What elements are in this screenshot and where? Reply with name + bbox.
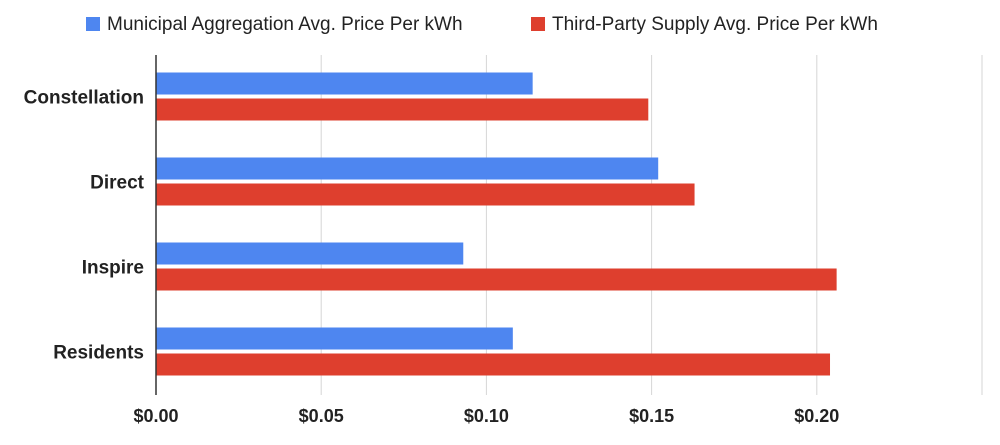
x-tick-label: $0.10 [464, 406, 509, 426]
legend-label: Third-Party Supply Avg. Price Per kWh [552, 14, 878, 35]
x-tick-label: $0.15 [629, 406, 674, 426]
category-label: Residents [53, 343, 144, 364]
category-labels: Constellation Direct Inspire Residents [24, 88, 145, 364]
bar-third-party-inspire [156, 268, 837, 291]
bar-third-party-residents [156, 353, 831, 376]
bar-third-party-direct [156, 183, 695, 206]
x-tick-label: $0.00 [133, 406, 178, 426]
category-label: Direct [90, 173, 145, 194]
x-axis-tick-labels: $0.00 $0.05 $0.10 $0.15 $0.20 [133, 406, 839, 426]
bar-municipal-residents [156, 327, 513, 350]
bar-municipal-direct [156, 157, 659, 180]
legend-swatch [531, 17, 545, 31]
legend-item: Third-Party Supply Avg. Price Per kWh [531, 14, 878, 35]
bar-third-party-constellation [156, 98, 649, 121]
bar-municipal-constellation [156, 72, 533, 95]
bars [156, 72, 837, 376]
legend-item: Municipal Aggregation Avg. Price Per kWh [86, 14, 463, 35]
category-label: Constellation [24, 88, 144, 109]
legend-label: Municipal Aggregation Avg. Price Per kWh [107, 14, 463, 35]
legend-swatch [86, 17, 100, 31]
bar-municipal-inspire [156, 242, 464, 265]
x-tick-label: $0.05 [299, 406, 344, 426]
x-tick-label: $0.20 [794, 406, 839, 426]
category-label: Inspire [82, 258, 144, 279]
legend: Municipal Aggregation Avg. Price Per kWh… [86, 14, 878, 35]
